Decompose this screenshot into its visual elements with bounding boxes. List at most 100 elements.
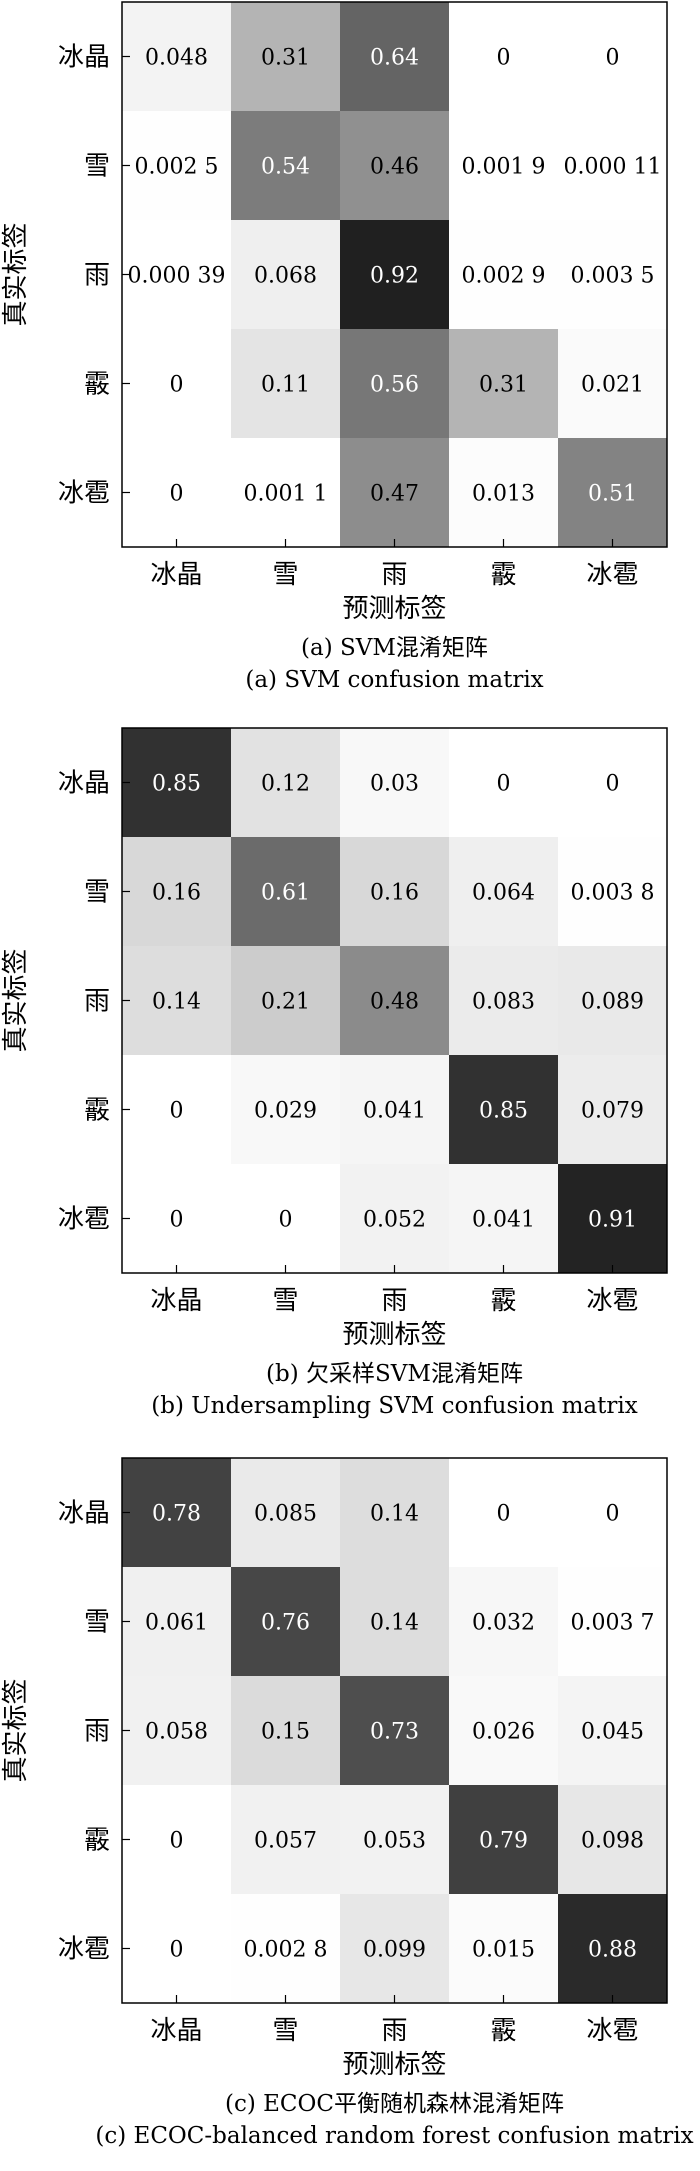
caption-chinese: (b) 欠采样SVM混淆矩阵 bbox=[266, 1361, 523, 1387]
heatmap-cell bbox=[558, 111, 667, 220]
heatmap-cell bbox=[449, 2, 558, 111]
x-tick-label: 雨 bbox=[381, 560, 407, 590]
heatmap-cell bbox=[231, 1458, 340, 1567]
cell-value-label: 0.061 bbox=[145, 1611, 208, 1636]
heatmap-cell bbox=[122, 438, 231, 547]
x-tick-label: 雨 bbox=[381, 1286, 407, 1316]
heatmap-cell bbox=[449, 728, 558, 837]
heatmap-cell bbox=[558, 1894, 667, 2003]
heatmap-cell bbox=[558, 220, 667, 329]
heatmap-cell bbox=[449, 1458, 558, 1567]
cell-value-label: 0.013 bbox=[472, 482, 535, 507]
heatmap-cell bbox=[340, 1785, 449, 1894]
y-tick-label: 雨 bbox=[84, 987, 110, 1017]
heatmap-cell bbox=[122, 1055, 231, 1164]
cell-value-label: 0 bbox=[170, 1099, 184, 1124]
heatmap-cell bbox=[558, 2, 667, 111]
cell-value-label: 0.78 bbox=[152, 1502, 201, 1527]
heatmap-cell bbox=[340, 220, 449, 329]
x-axis-label: 预测标签 bbox=[342, 2050, 446, 2080]
cell-value-label: 0.51 bbox=[588, 482, 637, 507]
heatmap-cell bbox=[558, 728, 667, 837]
cell-value-label: 0.089 bbox=[581, 990, 644, 1015]
cell-value-label: 0.11 bbox=[261, 373, 310, 398]
heatmap-cell bbox=[231, 2, 340, 111]
heatmap-cell bbox=[449, 946, 558, 1055]
cell-value-label: 0 bbox=[170, 1208, 184, 1233]
heatmap-cell bbox=[558, 329, 667, 438]
cell-value-label: 0 bbox=[497, 772, 511, 797]
caption-english: (a) SVM confusion matrix bbox=[245, 667, 543, 693]
heatmap-cell bbox=[122, 220, 231, 329]
heatmap-cell bbox=[558, 1164, 667, 1273]
x-tick-label: 冰晶 bbox=[150, 2016, 202, 2046]
y-tick-label: 霰 bbox=[84, 370, 110, 400]
heatmap-cell bbox=[449, 329, 558, 438]
heatmap-cell bbox=[340, 1055, 449, 1164]
heatmap-cell bbox=[449, 111, 558, 220]
heatmap-cell bbox=[231, 1055, 340, 1164]
cell-value-label: 0.099 bbox=[363, 1938, 426, 1963]
heatmap-cell bbox=[231, 329, 340, 438]
cell-value-label: 0.029 bbox=[254, 1099, 317, 1124]
heatmap-cell bbox=[231, 1676, 340, 1785]
cell-value-label: 0.048 bbox=[145, 46, 208, 71]
cell-value-label: 0.083 bbox=[472, 990, 535, 1015]
cell-value-label: 0.88 bbox=[588, 1938, 637, 1963]
y-tick-label: 雪 bbox=[84, 1608, 110, 1638]
cell-value-label: 0.14 bbox=[370, 1502, 419, 1527]
y-tick-label: 冰雹 bbox=[58, 479, 110, 509]
caption-english: (c) ECOC-balanced random forest confusio… bbox=[95, 2123, 693, 2149]
heatmap-cell bbox=[231, 728, 340, 837]
heatmap-cell bbox=[122, 728, 231, 837]
x-tick-label: 霰 bbox=[490, 560, 516, 590]
y-tick-label: 冰雹 bbox=[58, 1205, 110, 1235]
heatmap-cell bbox=[231, 1164, 340, 1273]
confusion-matrix-panel: 0.78 0.085 0.14 0 0 0.061 0.76 0.14 0.032 0.003 7… bbox=[1, 1457, 694, 2149]
heatmap-cell bbox=[449, 1567, 558, 1676]
x-tick-label: 霰 bbox=[490, 2016, 516, 2046]
cell-value-label: 0 bbox=[170, 1829, 184, 1854]
heatmap-cell bbox=[122, 837, 231, 946]
x-tick-label: 雨 bbox=[381, 2016, 407, 2046]
cell-value-label: 0.14 bbox=[152, 990, 201, 1015]
heatmap-cell bbox=[122, 329, 231, 438]
heatmap-cell bbox=[340, 329, 449, 438]
heatmap-cell bbox=[340, 111, 449, 220]
heatmap-cell bbox=[231, 1785, 340, 1894]
heatmap-cell bbox=[340, 837, 449, 946]
heatmap-cell bbox=[231, 111, 340, 220]
y-tick-label: 雪 bbox=[84, 878, 110, 908]
heatmap-cell bbox=[231, 220, 340, 329]
heatmap-cell bbox=[449, 1164, 558, 1273]
y-tick-label: 冰晶 bbox=[58, 43, 110, 73]
cell-value-label: 0 bbox=[170, 1938, 184, 1963]
cell-value-label: 0 bbox=[170, 373, 184, 398]
cell-value-label: 0 bbox=[497, 1502, 511, 1527]
heatmap-cell bbox=[231, 1567, 340, 1676]
heatmap-cell bbox=[340, 1164, 449, 1273]
y-tick-label: 雪 bbox=[84, 152, 110, 182]
cell-value-label: 0.041 bbox=[472, 1208, 535, 1233]
heatmap-cell bbox=[231, 438, 340, 547]
cell-value-label: 0.48 bbox=[370, 990, 419, 1015]
cell-value-label: 0 bbox=[279, 1208, 293, 1233]
heatmap-cell bbox=[231, 946, 340, 1055]
cell-value-label: 0.002 9 bbox=[462, 264, 546, 289]
heatmap-cell bbox=[122, 1785, 231, 1894]
heatmap-cell bbox=[449, 438, 558, 547]
x-tick-label: 霰 bbox=[490, 1286, 516, 1316]
cell-value-label: 0.76 bbox=[261, 1611, 310, 1636]
heatmap-cell bbox=[340, 946, 449, 1055]
heatmap-cell bbox=[340, 1676, 449, 1785]
cell-value-label: 0.052 bbox=[363, 1208, 426, 1233]
cell-value-label: 0.057 bbox=[254, 1829, 317, 1854]
heatmap-cell bbox=[122, 1894, 231, 2003]
cell-value-label: 0.021 bbox=[581, 373, 644, 398]
cell-value-label: 0.003 5 bbox=[571, 264, 655, 289]
cell-value-label: 0.47 bbox=[370, 482, 419, 507]
y-axis-label: 真实标签 bbox=[1, 222, 31, 326]
x-tick-label: 雪 bbox=[272, 560, 298, 590]
y-tick-label: 霰 bbox=[84, 1826, 110, 1856]
heatmap-cell bbox=[340, 1894, 449, 2003]
